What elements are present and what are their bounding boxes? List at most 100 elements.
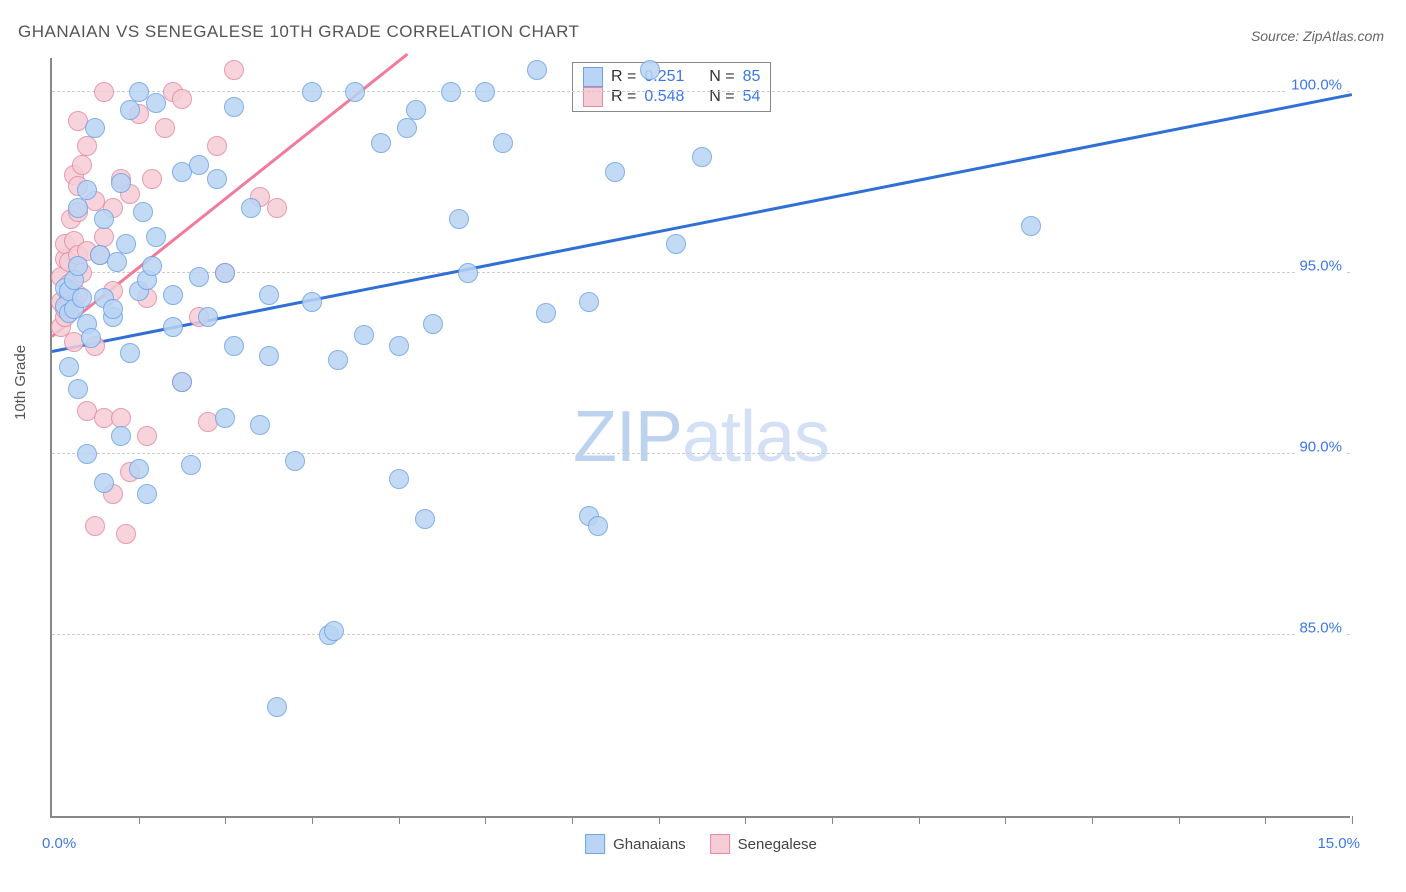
- watermark-atlas: atlas: [682, 397, 829, 477]
- swatch-ghanaians-icon: [585, 834, 605, 854]
- data-point-ghanaians: [77, 180, 97, 200]
- legend-label-senegalese: Senegalese: [738, 836, 817, 853]
- data-point-ghanaians: [259, 285, 279, 305]
- data-point-senegalese: [142, 169, 162, 189]
- data-point-senegalese: [111, 408, 131, 428]
- data-point-ghanaians: [120, 100, 140, 120]
- chart-source: Source: ZipAtlas.com: [1251, 28, 1384, 44]
- data-point-ghanaians: [389, 336, 409, 356]
- data-point-ghanaians: [389, 469, 409, 489]
- data-point-ghanaians: [111, 173, 131, 193]
- data-point-ghanaians: [423, 314, 443, 334]
- gridline-horizontal: [52, 634, 1350, 635]
- data-point-ghanaians: [406, 100, 426, 120]
- legend-series: Ghanaians Senegalese: [585, 834, 817, 854]
- data-point-ghanaians: [397, 118, 417, 138]
- data-point-ghanaians: [324, 621, 344, 641]
- data-point-ghanaians: [142, 256, 162, 276]
- data-point-senegalese: [72, 155, 92, 175]
- data-point-ghanaians: [94, 209, 114, 229]
- data-point-ghanaians: [120, 343, 140, 363]
- data-point-senegalese: [116, 524, 136, 544]
- x-axis-tick: [1265, 816, 1266, 824]
- x-axis-tick: [659, 816, 660, 824]
- y-gridline-label: 95.0%: [1295, 258, 1346, 275]
- data-point-ghanaians: [146, 93, 166, 113]
- gridline-horizontal: [52, 91, 1350, 92]
- data-point-senegalese: [155, 118, 175, 138]
- n-label: N =: [709, 68, 734, 86]
- x-axis-tick: [312, 816, 313, 824]
- data-point-ghanaians: [640, 60, 660, 80]
- y-gridline-label: 100.0%: [1287, 77, 1346, 94]
- legend-stats-row-senegalese: R = 0.548 N = 54: [583, 87, 760, 107]
- data-point-senegalese: [94, 227, 114, 247]
- swatch-senegalese-icon: [710, 834, 730, 854]
- r-label: R =: [611, 68, 636, 86]
- data-point-senegalese: [267, 198, 287, 218]
- x-axis-tick: [1179, 816, 1180, 824]
- data-point-ghanaians: [103, 299, 123, 319]
- data-point-ghanaians: [267, 697, 287, 717]
- data-point-ghanaians: [605, 162, 625, 182]
- y-axis-label: 10th Grade: [12, 345, 29, 420]
- data-point-ghanaians: [224, 336, 244, 356]
- data-point-ghanaians: [328, 350, 348, 370]
- data-point-ghanaians: [302, 82, 322, 102]
- x-axis-tick: [745, 816, 746, 824]
- watermark: ZIPatlas: [573, 396, 829, 478]
- data-point-ghanaians: [81, 328, 101, 348]
- gridline-horizontal: [52, 453, 1350, 454]
- x-axis-tick: [1092, 816, 1093, 824]
- data-point-ghanaians: [172, 372, 192, 392]
- data-point-ghanaians: [527, 60, 547, 80]
- data-point-senegalese: [137, 426, 157, 446]
- data-point-ghanaians: [107, 252, 127, 272]
- data-point-ghanaians: [475, 82, 495, 102]
- y-gridline-label: 85.0%: [1295, 620, 1346, 637]
- data-point-ghanaians: [241, 198, 261, 218]
- data-point-ghanaians: [666, 234, 686, 254]
- legend-label-ghanaians: Ghanaians: [613, 836, 686, 853]
- data-point-ghanaians: [224, 97, 244, 117]
- data-point-senegalese: [77, 136, 97, 156]
- data-point-ghanaians: [302, 292, 322, 312]
- data-point-senegalese: [172, 89, 192, 109]
- data-point-ghanaians: [85, 118, 105, 138]
- x-axis-tick: [1005, 816, 1006, 824]
- x-axis-tick: [1352, 816, 1353, 824]
- watermark-zip: ZIP: [573, 397, 682, 477]
- plot-area: ZIPatlas R = 0.251 N = 85 R = 0.548 N = …: [50, 58, 1350, 818]
- n-value-ghanaians: 85: [743, 68, 761, 86]
- data-point-ghanaians: [285, 451, 305, 471]
- data-point-ghanaians: [68, 198, 88, 218]
- data-point-ghanaians: [59, 357, 79, 377]
- legend-item-senegalese: Senegalese: [710, 834, 817, 854]
- data-point-senegalese: [207, 136, 227, 156]
- data-point-ghanaians: [111, 426, 131, 446]
- x-axis-tick: [399, 816, 400, 824]
- data-point-senegalese: [224, 60, 244, 80]
- data-point-ghanaians: [441, 82, 461, 102]
- data-point-ghanaians: [68, 379, 88, 399]
- x-axis-tick: [919, 816, 920, 824]
- data-point-ghanaians: [146, 227, 166, 247]
- data-point-ghanaians: [163, 285, 183, 305]
- data-point-ghanaians: [181, 455, 201, 475]
- data-point-ghanaians: [129, 459, 149, 479]
- data-point-ghanaians: [68, 256, 88, 276]
- swatch-ghanaians-icon: [583, 67, 603, 87]
- data-point-ghanaians: [536, 303, 556, 323]
- data-point-ghanaians: [579, 292, 599, 312]
- data-point-ghanaians: [94, 473, 114, 493]
- chart-container: { "chart": { "type": "scatter", "title":…: [0, 0, 1406, 892]
- data-point-ghanaians: [692, 147, 712, 167]
- data-point-ghanaians: [415, 509, 435, 529]
- x-axis-max-label: 15.0%: [1317, 835, 1360, 852]
- data-point-ghanaians: [189, 155, 209, 175]
- data-point-ghanaians: [137, 484, 157, 504]
- x-axis-tick: [225, 816, 226, 824]
- data-point-ghanaians: [371, 133, 391, 153]
- data-point-ghanaians: [1021, 216, 1041, 236]
- gridline-horizontal: [52, 272, 1350, 273]
